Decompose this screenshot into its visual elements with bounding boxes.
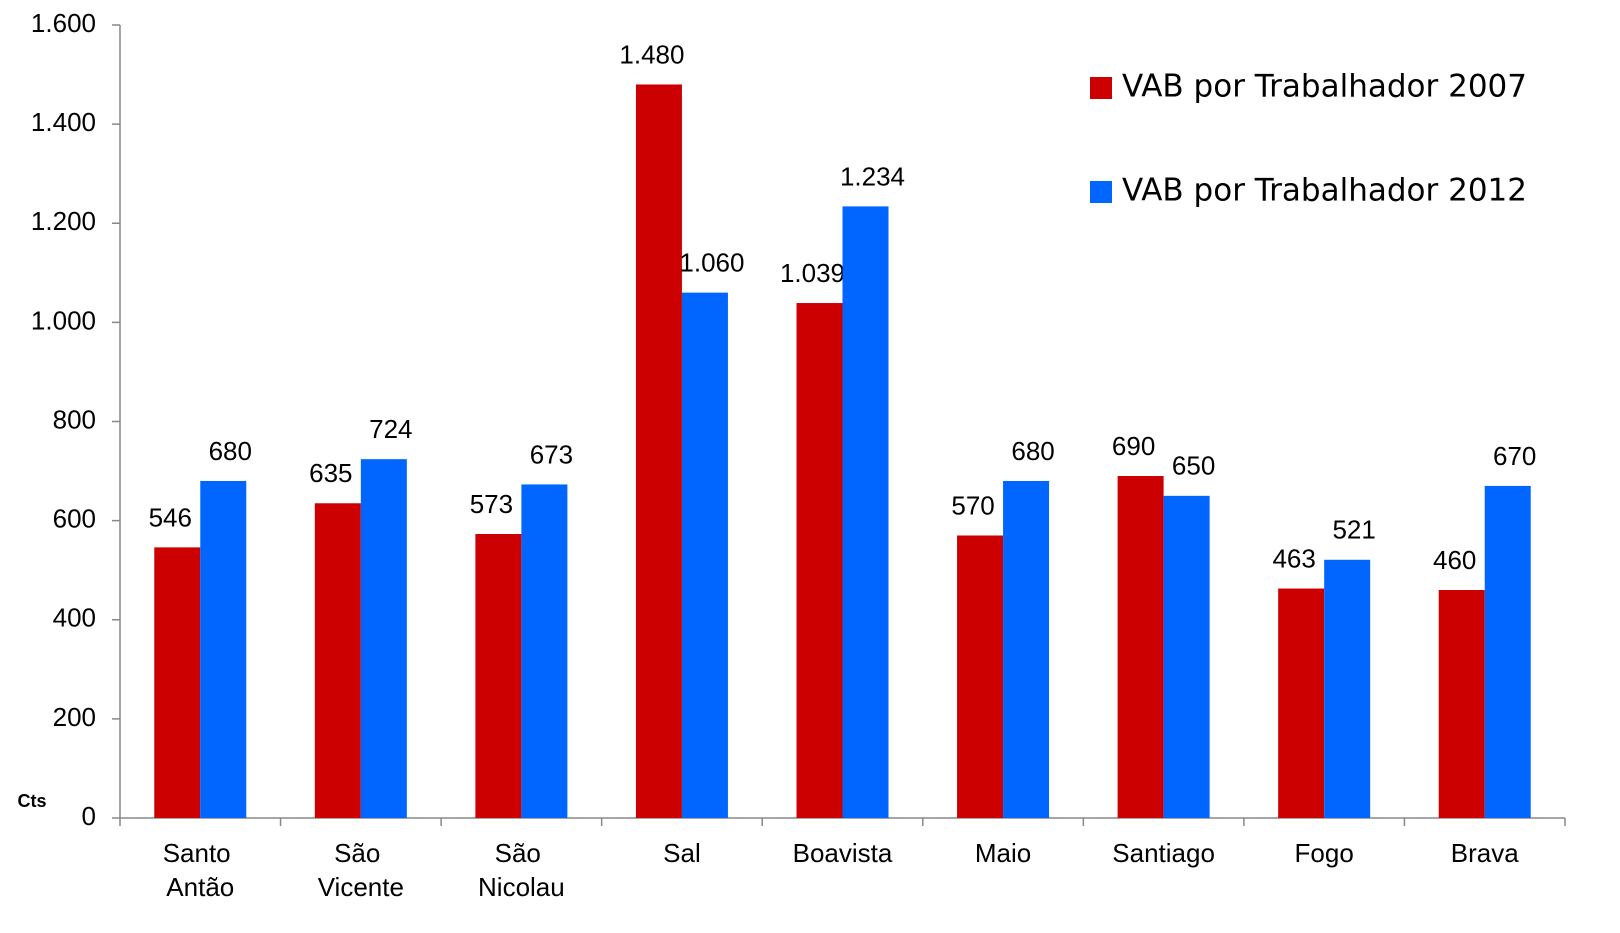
bar [1324,559,1371,818]
x-tick-label: São Vicente [318,838,404,902]
x-tick-label: Santo Antão [163,838,238,902]
value-label: 546 [149,502,192,532]
bar [1484,485,1531,818]
y-tick-label: 0 [82,801,96,831]
value-label: 1.039 [780,258,845,288]
legend-swatch [1090,181,1112,203]
bar [1117,476,1164,818]
x-tick-label: Maio [975,838,1031,868]
x-tick-label: Boavista [793,838,893,868]
value-label: 670 [1493,441,1536,471]
legend-swatch [1090,77,1112,99]
x-tick-label: Fogo [1295,838,1354,868]
value-label: 1.480 [619,39,684,69]
value-label: 1.234 [840,161,905,191]
value-label: 724 [369,414,412,444]
x-tick-label: Santiago [1112,838,1215,868]
value-label: 680 [209,436,252,466]
bar [314,503,361,818]
y-tick-label: 1.600 [31,8,96,38]
value-label: 680 [1011,436,1054,466]
bar [681,292,728,818]
bar [957,535,1004,818]
value-label: 521 [1332,515,1375,545]
y-tick-label: 400 [53,603,96,633]
y-tick-label: 1.200 [31,206,96,236]
bar [154,547,201,818]
bar [842,206,889,818]
bar [1163,495,1210,818]
bar [796,303,843,818]
value-label: 690 [1112,431,1155,461]
value-label: 573 [470,489,513,519]
x-tick-label: Sal [663,838,701,868]
y-axis-label: Cts [17,791,46,811]
value-label: 635 [309,458,352,488]
bar [1003,480,1050,818]
value-label: 1.060 [679,248,744,278]
y-tick-label: 200 [53,702,96,732]
value-label: 650 [1172,451,1215,481]
bar [360,459,407,818]
bar [635,84,682,819]
bar [1278,588,1325,818]
y-tick-label: 600 [53,504,96,534]
x-tick-label: Brava [1451,838,1519,868]
x-tick-label: São Nicolau [478,838,565,902]
value-label: 463 [1272,543,1315,573]
bar [521,484,568,818]
legend-label: VAB por Trabalhador 2012 [1122,173,1527,209]
bar [475,534,522,818]
value-label: 673 [530,439,573,469]
legend-label: VAB por Trabalhador 2007 [1122,69,1527,105]
bar [1438,590,1485,818]
bar [200,480,247,818]
value-label: 460 [1433,545,1476,575]
y-tick-label: 1.000 [31,305,96,335]
value-label: 570 [951,490,994,520]
y-tick-label: 800 [53,404,96,434]
y-tick-label: 1.400 [31,107,96,137]
